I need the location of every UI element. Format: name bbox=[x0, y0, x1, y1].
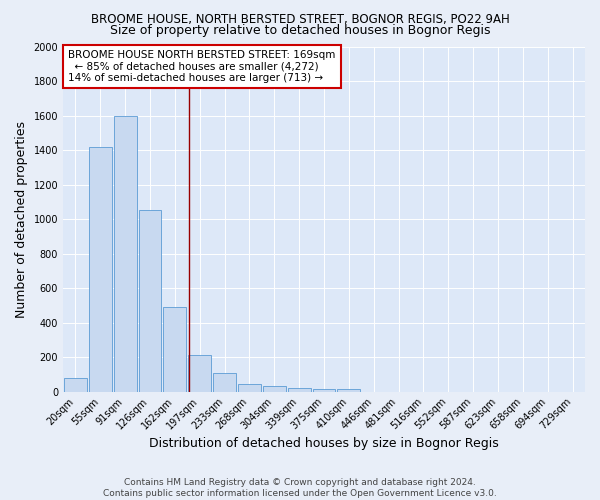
Bar bbox=[288, 388, 311, 392]
Bar bbox=[213, 372, 236, 392]
Bar bbox=[89, 146, 112, 392]
Bar bbox=[139, 210, 161, 392]
Text: Contains HM Land Registry data © Crown copyright and database right 2024.
Contai: Contains HM Land Registry data © Crown c… bbox=[103, 478, 497, 498]
Text: BROOME HOUSE NORTH BERSTED STREET: 169sqm
  ← 85% of detached houses are smaller: BROOME HOUSE NORTH BERSTED STREET: 169sq… bbox=[68, 50, 335, 83]
Bar bbox=[263, 386, 286, 392]
Bar bbox=[238, 384, 261, 392]
Text: BROOME HOUSE, NORTH BERSTED STREET, BOGNOR REGIS, PO22 9AH: BROOME HOUSE, NORTH BERSTED STREET, BOGN… bbox=[91, 12, 509, 26]
Text: Size of property relative to detached houses in Bognor Regis: Size of property relative to detached ho… bbox=[110, 24, 490, 37]
Bar bbox=[163, 307, 187, 392]
Bar bbox=[313, 389, 335, 392]
Bar bbox=[64, 378, 87, 392]
Bar bbox=[188, 356, 211, 392]
Bar bbox=[337, 389, 361, 392]
Bar bbox=[114, 116, 137, 392]
Y-axis label: Number of detached properties: Number of detached properties bbox=[15, 120, 28, 318]
X-axis label: Distribution of detached houses by size in Bognor Regis: Distribution of detached houses by size … bbox=[149, 437, 499, 450]
